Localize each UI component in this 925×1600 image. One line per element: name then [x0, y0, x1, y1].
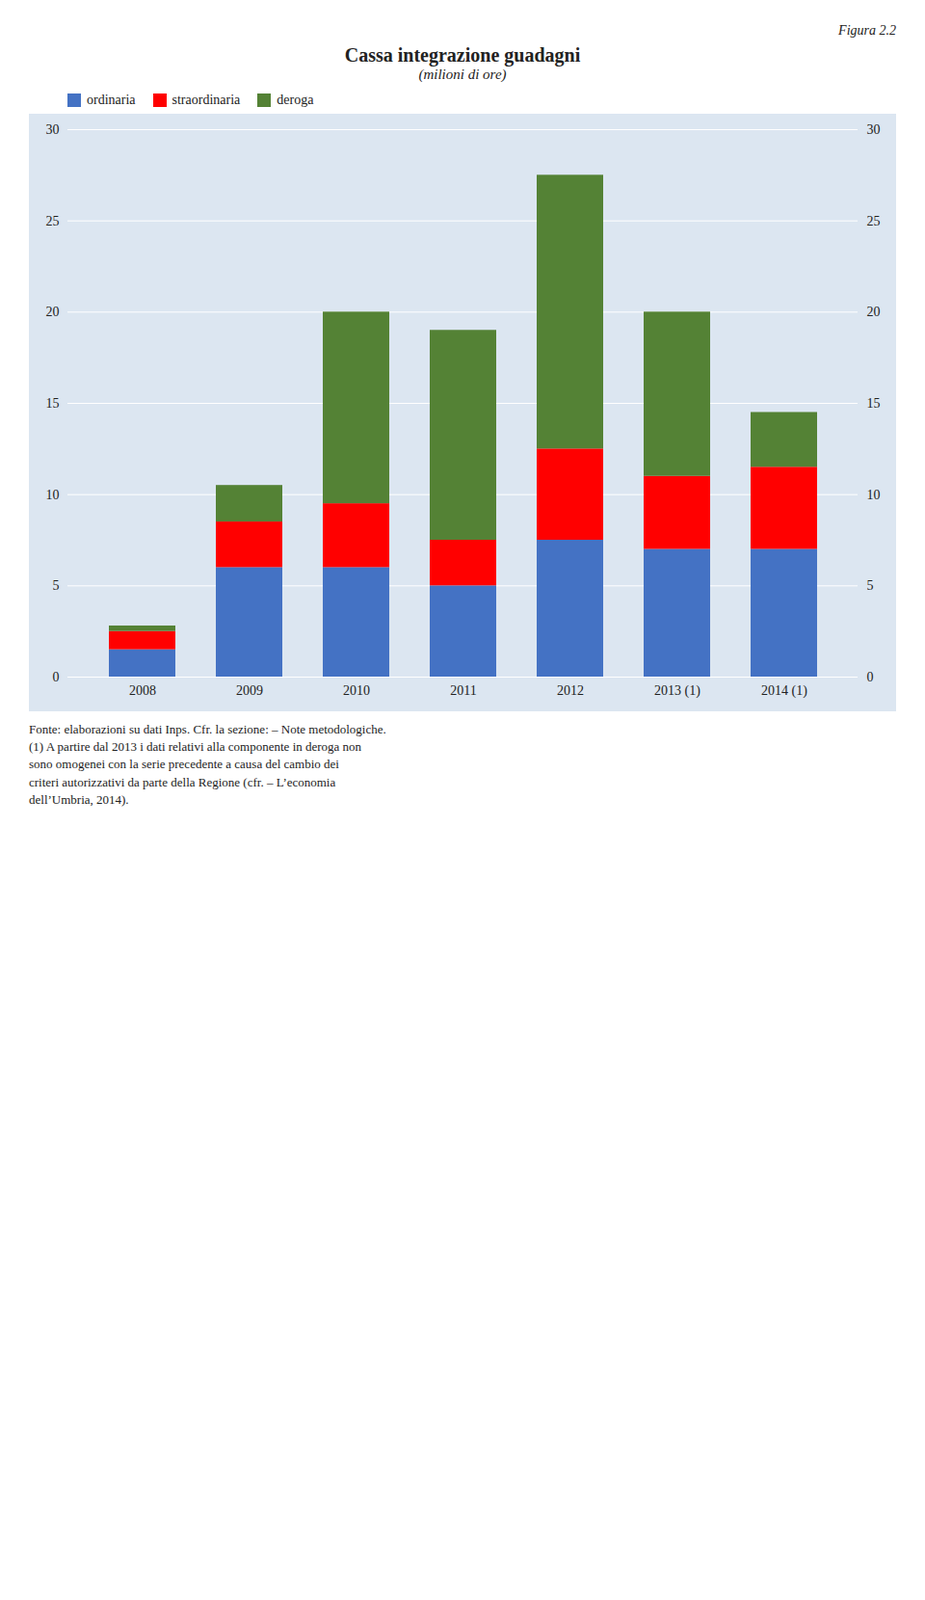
svg-text:5: 5	[52, 578, 60, 593]
svg-text:20: 20	[867, 304, 881, 319]
html-text:(milioni di ore): (milioni di ore)	[418, 66, 507, 82]
svg-text:2011: 2011	[449, 683, 476, 698]
html-text:straordinaria: straordinaria	[171, 92, 241, 107]
html-text:Figura 2.2: Figura 2.2	[838, 23, 897, 38]
svg-text:25: 25	[867, 213, 881, 229]
svg-text:20: 20	[46, 304, 60, 319]
svg-text:25: 25	[46, 213, 60, 229]
svg-text:10: 10	[867, 487, 881, 503]
svg-text:15: 15	[46, 396, 60, 411]
svg-text:0: 0	[867, 669, 874, 685]
html-text:Fonte: elaborazioni su dati In: Fonte: elaborazioni su dati Inps. Cfr. l…	[28, 721, 387, 807]
svg-text:5: 5	[867, 578, 874, 593]
svg-text:2012: 2012	[556, 683, 584, 698]
svg-text:2010: 2010	[343, 683, 370, 698]
svg-text:2008: 2008	[129, 683, 157, 698]
svg-text:2009: 2009	[236, 683, 264, 698]
html-text:deroga: deroga	[276, 92, 314, 107]
svg-text:2013 (1): 2013 (1)	[654, 683, 701, 699]
svg-text:15: 15	[867, 396, 881, 411]
svg-text:30: 30	[46, 122, 60, 137]
svg-text:0: 0	[52, 669, 60, 685]
svg-text:2014 (1): 2014 (1)	[761, 683, 808, 699]
html-text:ordinaria: ordinaria	[86, 92, 136, 107]
html-text:Cassa integrazione guadagni: Cassa integrazione guadagni	[344, 44, 581, 66]
svg-text:30: 30	[867, 122, 881, 137]
svg-text:10: 10	[46, 487, 60, 503]
